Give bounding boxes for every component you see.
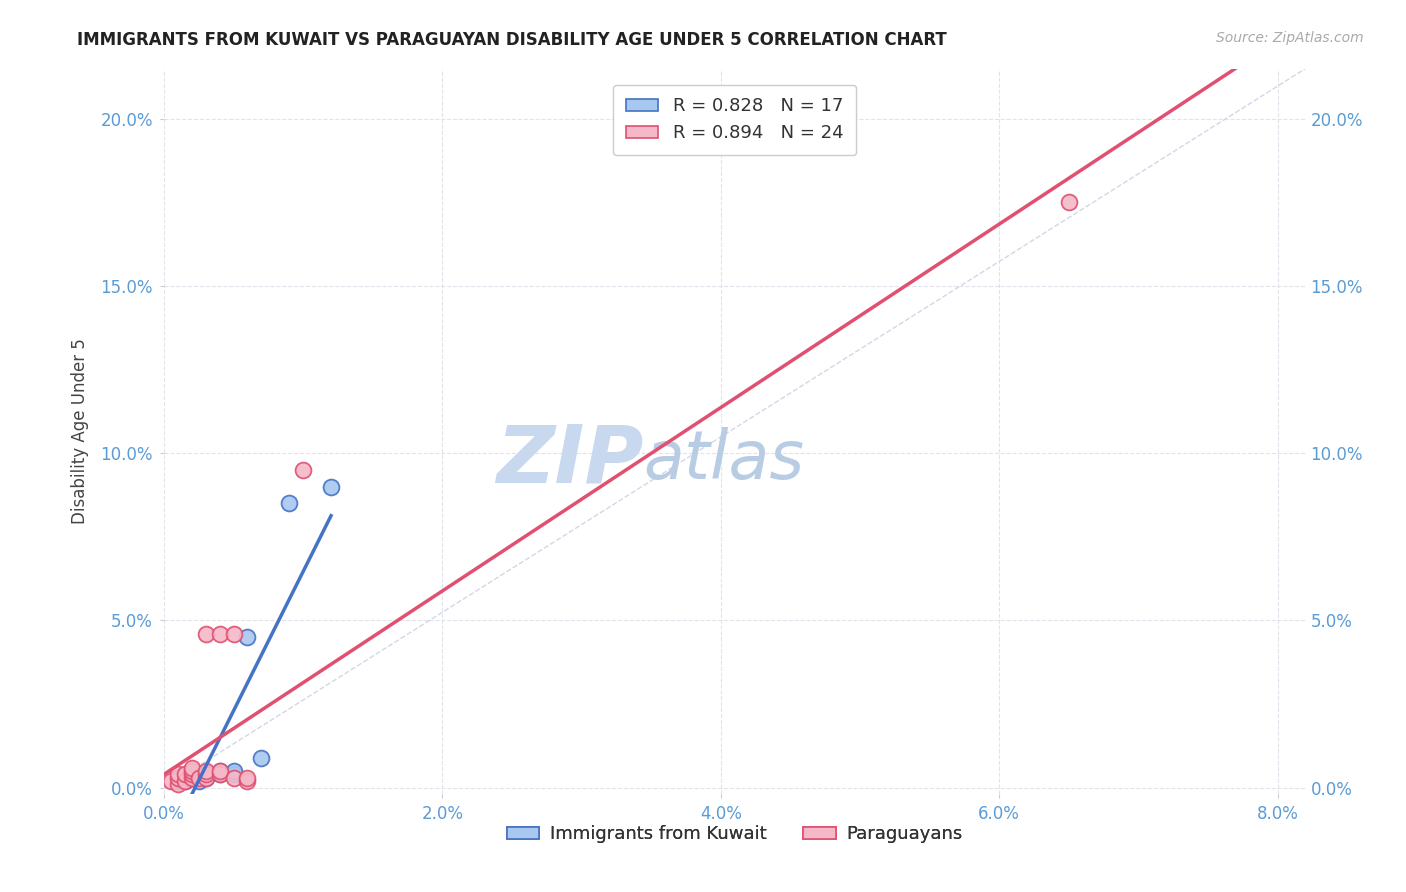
Point: [222, 764, 245, 778]
Point: [194, 767, 217, 781]
Point: [1057, 195, 1080, 210]
Point: [222, 771, 245, 785]
Y-axis label: Disability Age Under 5: Disability Age Under 5: [72, 338, 89, 524]
Legend: Immigrants from Kuwait, Paraguayans: Immigrants from Kuwait, Paraguayans: [499, 818, 970, 851]
Point: [194, 627, 217, 641]
Point: [173, 774, 195, 789]
Point: [208, 764, 231, 778]
Point: [194, 764, 217, 778]
Point: [194, 767, 217, 781]
Point: [250, 750, 273, 764]
Point: [292, 463, 315, 477]
Point: [167, 774, 190, 789]
Point: [173, 767, 195, 781]
Text: Source: ZipAtlas.com: Source: ZipAtlas.com: [1216, 31, 1364, 45]
Point: [167, 771, 190, 785]
Point: [236, 774, 259, 789]
Point: [180, 761, 202, 775]
Text: IMMIGRANTS FROM KUWAIT VS PARAGUAYAN DISABILITY AGE UNDER 5 CORRELATION CHART: IMMIGRANTS FROM KUWAIT VS PARAGUAYAN DIS…: [77, 31, 948, 49]
Point: [180, 764, 202, 778]
Point: [187, 774, 209, 789]
Point: [236, 630, 259, 644]
Point: [180, 771, 202, 785]
Point: [167, 777, 190, 791]
Point: [319, 480, 342, 494]
Point: [208, 627, 231, 641]
Point: [160, 774, 183, 789]
Point: [194, 765, 217, 780]
Point: [222, 627, 245, 641]
Point: [167, 767, 190, 781]
Text: ZIP: ZIP: [496, 422, 644, 500]
Point: [236, 771, 259, 785]
Point: [208, 767, 231, 781]
Point: [278, 496, 301, 510]
Text: atlas: atlas: [644, 427, 804, 493]
Point: [180, 767, 202, 781]
Point: [180, 771, 202, 785]
Point: [173, 774, 195, 789]
Point: [208, 767, 231, 781]
Point: [167, 771, 190, 785]
Point: [187, 771, 209, 785]
Point: [194, 771, 217, 785]
Point: [208, 764, 231, 778]
Point: [194, 771, 217, 785]
Point: [222, 767, 245, 781]
Point: [180, 767, 202, 781]
